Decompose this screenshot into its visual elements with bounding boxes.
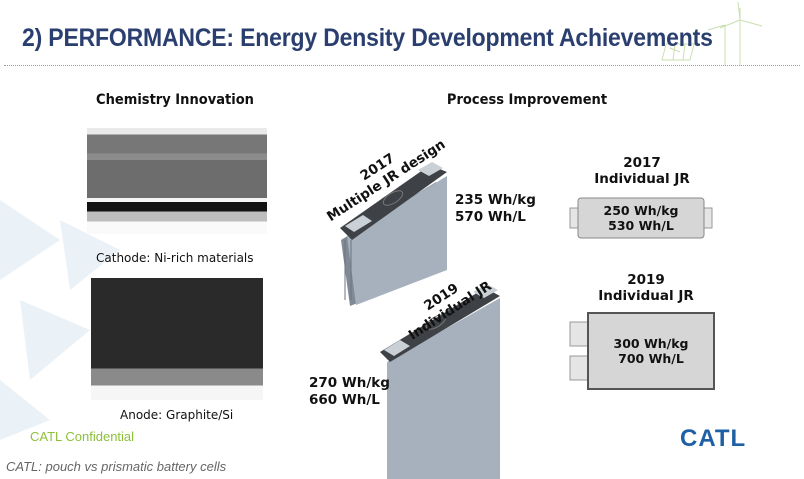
prismatic-2017-gravimetric: 235 Wh/kg — [455, 192, 536, 208]
title-divider — [4, 65, 800, 66]
cathode-sem-image — [87, 128, 267, 234]
prismatic-2019-metrics: 270 Wh/kg 660 Wh/L — [309, 375, 390, 409]
wind-solar-watermark-icon — [661, 1, 763, 66]
pouch-2017-design: Individual JR — [594, 171, 690, 187]
pouch-cell-2017 — [569, 197, 713, 239]
pouch-2017-volumetric: 530 Wh/L — [608, 218, 674, 233]
pouch-2019-volumetric: 700 Wh/L — [618, 351, 684, 366]
chemistry-heading: Chemistry Innovation — [96, 92, 254, 108]
anode-sem-image — [91, 278, 263, 400]
pouch-2017-gravimetric: 250 Wh/kg — [603, 203, 679, 218]
cathode-caption: Cathode: Ni-rich materials — [96, 251, 254, 265]
confidential-label: CATL Confidential — [30, 429, 135, 444]
pouch-2019-design: Individual JR — [598, 288, 694, 304]
pouch-2019-gravimetric: 300 Wh/kg — [613, 336, 689, 351]
prismatic-cell-2019 — [380, 284, 500, 479]
prismatic-2017-metrics: 235 Wh/kg 570 Wh/L — [455, 192, 536, 226]
image-caption: CATL: pouch vs prismatic battery cells — [6, 459, 227, 474]
catl-logo: CATL — [680, 425, 747, 452]
pouch-cell-2019 — [569, 312, 715, 390]
slide-title: 2) PERFORMANCE: Energy Density Developme… — [22, 24, 713, 52]
prismatic-2017-volumetric: 570 Wh/L — [455, 209, 526, 225]
prismatic-2019-gravimetric: 270 Wh/kg — [309, 375, 390, 391]
prismatic-cell-2017 — [340, 162, 447, 306]
prismatic-2019-volumetric: 660 Wh/L — [309, 392, 380, 408]
process-heading: Process Improvement — [446, 92, 608, 108]
pouch-2019-label: 2019 Individual JR — [584, 272, 708, 304]
pouch-2017-year: 2017 — [623, 155, 661, 171]
background-triangles — [0, 200, 120, 440]
pouch-2019-metrics: 300 Wh/kg 700 Wh/L — [588, 336, 714, 366]
anode-caption: Anode: Graphite/Si — [120, 408, 234, 422]
pouch-2017-label: 2017 Individual JR — [580, 155, 704, 187]
pouch-2019-year: 2019 — [627, 272, 665, 288]
pouch-2017-metrics: 250 Wh/kg 530 Wh/L — [578, 203, 704, 233]
